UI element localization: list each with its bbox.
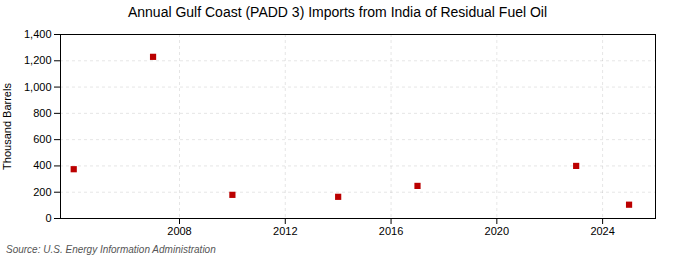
svg-text:2008: 2008 [167,225,191,237]
svg-text:1,400: 1,400 [24,28,52,40]
svg-text:0: 0 [45,212,51,224]
svg-text:2024: 2024 [590,225,614,237]
svg-text:2020: 2020 [485,225,509,237]
svg-text:1,000: 1,000 [24,81,52,93]
html-text:Source: U.S. Energy Informatio: Source: U.S. Energy Information Administ… [6,244,216,255]
svg-text:800: 800 [33,107,51,119]
svg-text:600: 600 [33,133,51,145]
svg-text:400: 400 [33,159,51,171]
svg-text:2012: 2012 [273,225,297,237]
svg-text:200: 200 [33,186,51,198]
svg-text:Thousand Barrels: Thousand Barrels [1,83,13,170]
svg-text:2016: 2016 [379,225,403,237]
svg-text:1,200: 1,200 [24,54,52,66]
html-text:Annual Gulf Coast (PADD 3) Imp: Annual Gulf Coast (PADD 3) Imports from … [127,4,548,20]
